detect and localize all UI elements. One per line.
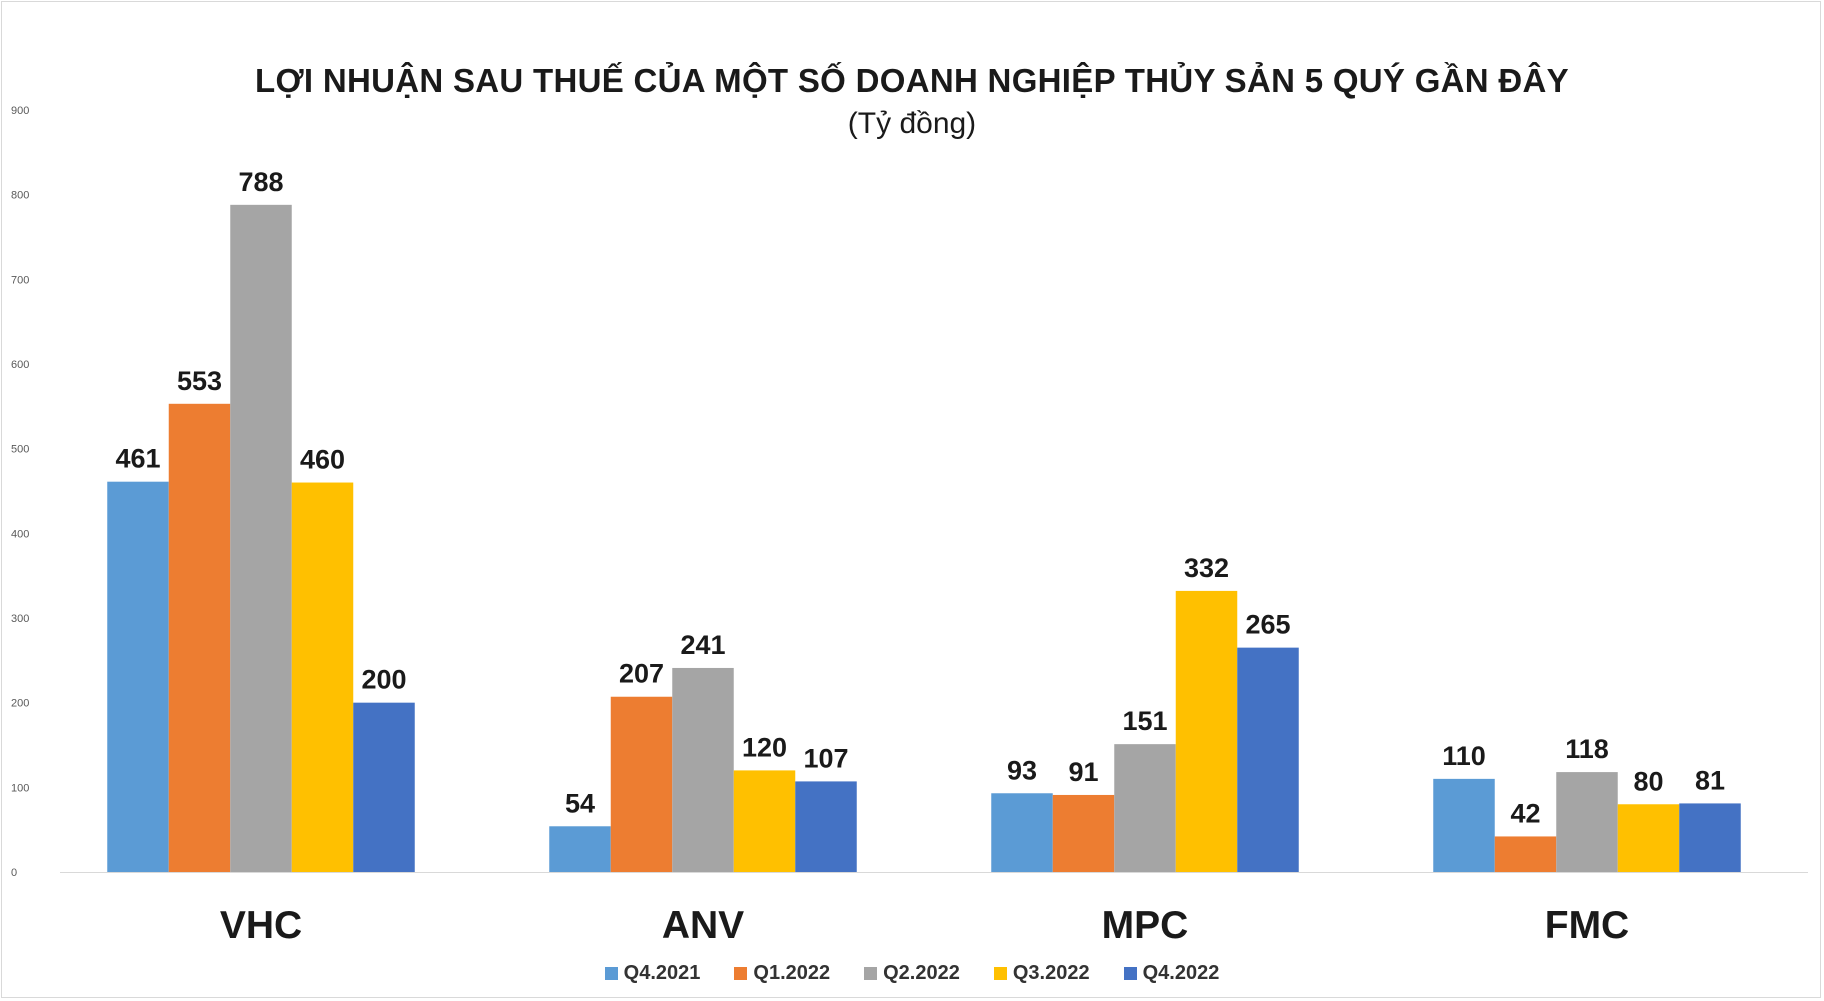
bar-vhc-q3-2022: [291, 482, 354, 872]
data-label: 91: [1068, 757, 1098, 787]
data-label: 81: [1695, 765, 1725, 795]
bar-vhc-q1-2022: [168, 403, 231, 872]
y-tick-label: 600: [11, 359, 29, 371]
legend-label: Q3.2022: [1012, 962, 1090, 984]
data-label: 120: [742, 732, 787, 762]
bar-anv-q4-2021: [549, 826, 611, 872]
bar-fmc-q2-2022: [1556, 772, 1618, 872]
bar-fmc-q3-2022: [1617, 804, 1680, 872]
legend-item: Q1.2022: [734, 962, 830, 985]
legend-swatch: [1123, 967, 1137, 980]
y-tick-label: 800: [11, 190, 29, 202]
data-label: 110: [1442, 741, 1486, 771]
bar-fmc-q4-2021: [1433, 778, 1495, 872]
data-label: 553: [177, 366, 222, 396]
legend-label: Q1.2022: [753, 962, 831, 984]
bar-anv-q4-2022: [795, 781, 857, 872]
y-tick-label: 100: [11, 782, 29, 794]
bar-anv-q2-2022: [672, 667, 734, 872]
data-label: 107: [803, 743, 848, 773]
y-tick-label: 200: [11, 698, 29, 710]
bar-vhc-q4-2021: [107, 481, 169, 872]
bar-mpc-q4-2021: [991, 793, 1053, 872]
legend-label: Q2.2022: [883, 962, 960, 984]
legend-swatch: [993, 967, 1007, 980]
chart-title: LỢI NHUẬN SAU THUẾ CỦA MỘT SỐ DOANH NGHI…: [255, 62, 1569, 99]
y-tick-label: 400: [11, 528, 29, 540]
bar-fmc-q1-2022: [1494, 836, 1557, 872]
data-label: 42: [1510, 798, 1540, 828]
legend-label: Q4.2021: [623, 962, 701, 984]
data-labels: 461 553 788 460 200 54 207 241 120 107 93 91 151 332 2…: [115, 167, 1725, 829]
bar-mpc-q4-2022: [1237, 647, 1299, 872]
y-tick-label: 700: [11, 274, 29, 286]
data-label: 200: [361, 665, 406, 695]
bar-mpc-q1-2022: [1052, 794, 1115, 872]
data-label: 461: [115, 444, 160, 474]
data-label: 151: [1122, 706, 1167, 736]
bar-vhc-q4-2022: [353, 702, 415, 872]
data-label: 207: [619, 659, 664, 689]
legend-swatch: [734, 967, 748, 980]
legend-swatch: [864, 967, 878, 980]
category-label-fmc: FMC: [1545, 904, 1629, 947]
category-labels: VHC ANV MPC FMC: [220, 904, 1629, 947]
data-label: 118: [1565, 734, 1609, 764]
legend-swatch: [604, 967, 618, 980]
data-label: 241: [680, 630, 725, 660]
data-label: 788: [238, 167, 283, 197]
bar-vhc-q2-2022: [230, 204, 292, 872]
chart-subtitle: (Tỷ đồng): [847, 107, 977, 140]
legend-label: Q4.2022: [1142, 962, 1220, 984]
bar-anv-q1-2022: [610, 696, 673, 872]
legend-item: Q3.2022: [993, 962, 1090, 985]
y-tick-label: 900: [11, 105, 29, 117]
legend: Q4.2021 Q1.2022 Q2.2022 Q3.2022 Q4.2022: [0, 962, 1824, 985]
legend-item: Q4.2022: [1123, 962, 1220, 985]
y-tick-label: 500: [11, 444, 29, 456]
bar-fmc-q4-2022: [1679, 803, 1741, 872]
data-label: 332: [1184, 553, 1229, 583]
legend-item: Q2.2022: [864, 962, 960, 985]
category-label-vhc: VHC: [220, 904, 302, 947]
data-label: 460: [300, 445, 345, 475]
data-label: 265: [1245, 610, 1290, 640]
y-tick-label: 0: [11, 867, 17, 879]
legend-item: Q4.2021: [604, 962, 701, 985]
y-tick-label: 300: [11, 613, 29, 625]
bar-mpc-q2-2022: [1114, 744, 1176, 872]
bars: [107, 204, 1741, 872]
data-label: 93: [1007, 755, 1037, 785]
bar-anv-q3-2022: [733, 770, 796, 872]
data-label: 54: [565, 788, 595, 818]
bar-mpc-q3-2022: [1175, 590, 1238, 872]
category-label-mpc: MPC: [1102, 904, 1189, 947]
y-axis-ticks: 0 100 200 300 400 500 600 700 800 900: [11, 105, 29, 879]
data-label: 80: [1633, 766, 1663, 796]
category-label-anv: ANV: [662, 904, 744, 947]
